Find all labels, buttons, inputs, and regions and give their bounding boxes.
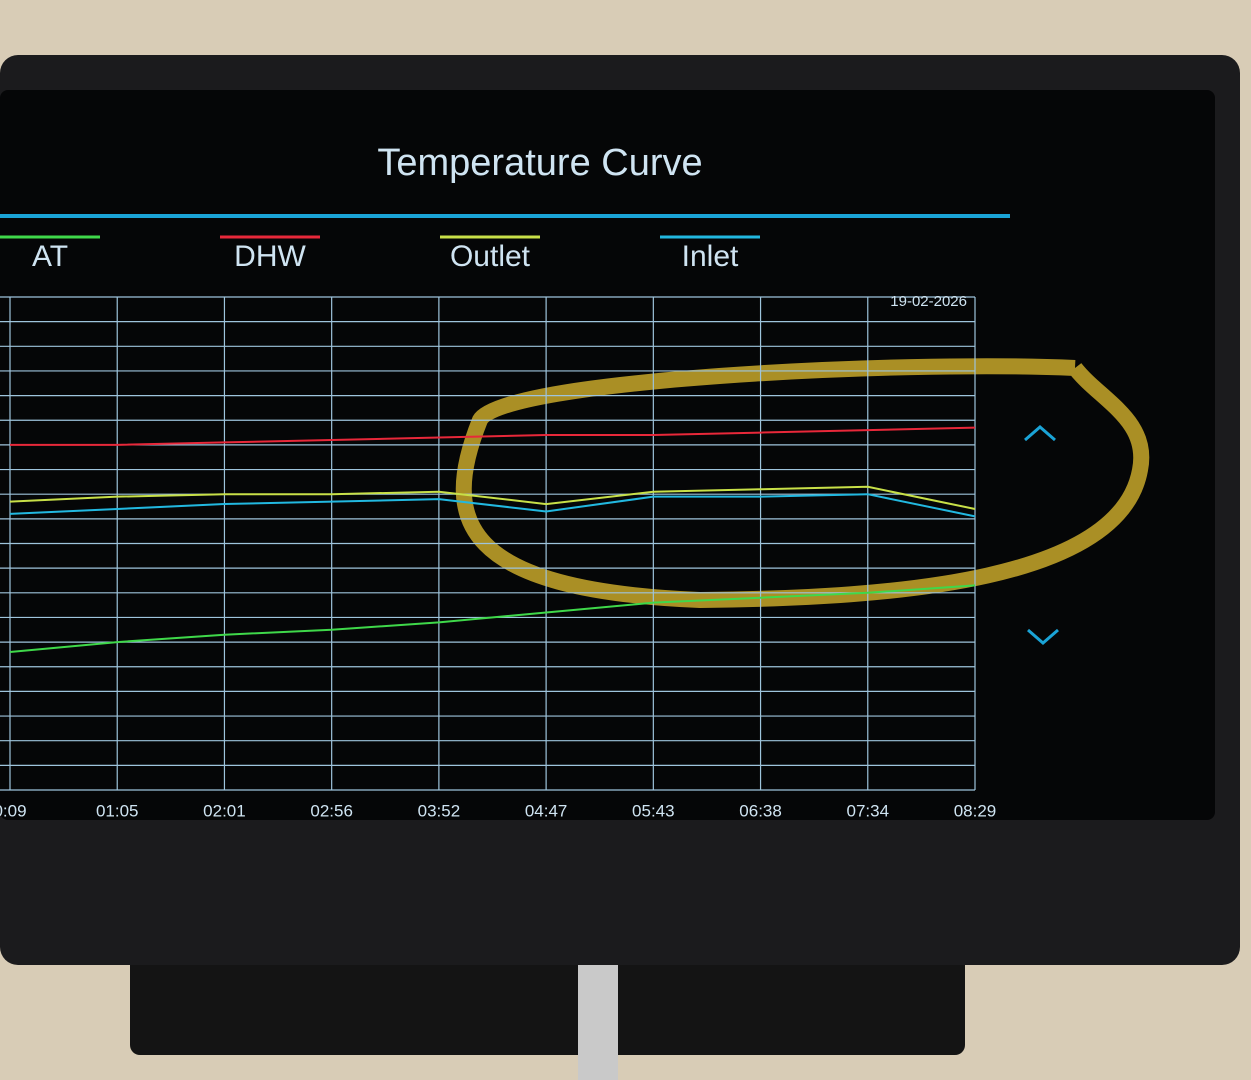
date-label: 19-02-2026 [890, 293, 967, 310]
legend-label: Inlet [682, 240, 739, 273]
x-tick-label: 04:47 [525, 801, 568, 820]
x-tick-label: 08:29 [954, 801, 997, 820]
x-tick-label: 01:05 [96, 801, 139, 820]
x-tick-label: 03:52 [418, 801, 461, 820]
series-line [10, 426, 976, 446]
title-underline [0, 214, 1010, 218]
highlight-annotation [455, 358, 1150, 609]
x-tick-label: 06:38 [739, 801, 782, 820]
legend-label: DHW [234, 240, 306, 273]
chart-title: Temperature Curve [377, 142, 702, 184]
legend-label: AT [32, 240, 68, 273]
series-line [9, 493, 976, 518]
x-tick-label: 0:09 [0, 801, 27, 820]
x-tick-label: 02:01 [203, 801, 246, 820]
x-tick-label: 05:43 [632, 801, 675, 820]
scroll-up-button[interactable] [1024, 425, 1056, 442]
x-tick-label: 07:34 [847, 801, 890, 820]
series-line [9, 584, 976, 653]
x-tick-label: 02:56 [310, 801, 353, 820]
scroll-down-button[interactable] [1027, 628, 1059, 645]
series-line [9, 485, 976, 510]
screen [0, 90, 1215, 820]
legend-label: Outlet [450, 240, 531, 273]
